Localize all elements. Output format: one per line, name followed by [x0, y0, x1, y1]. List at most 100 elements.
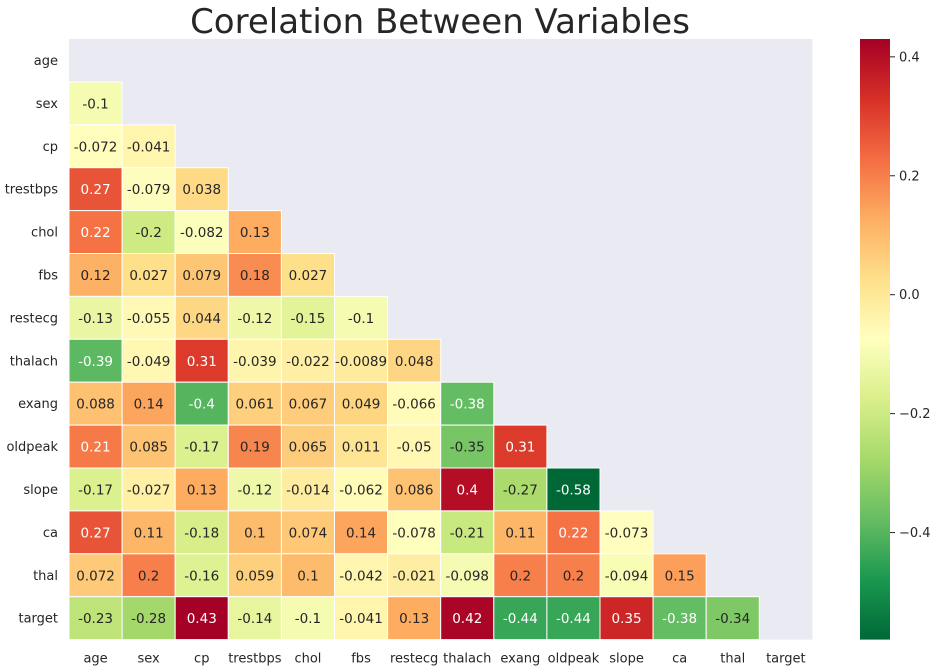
heatmap-cell — [227, 510, 282, 555]
cell-value-label: 0.027 — [129, 268, 168, 284]
cell-value-label: 0.2 — [510, 568, 531, 584]
cell-value-label: 0.11 — [134, 525, 164, 541]
heatmap-cell — [280, 295, 335, 340]
cell-value-label: -0.055 — [127, 311, 171, 327]
cell-value-label: -0.082 — [180, 225, 224, 241]
heatmap-cell — [227, 467, 282, 512]
heatmap-cell — [68, 381, 123, 426]
colorbar-gradient — [860, 39, 890, 640]
heatmap-cell — [387, 596, 442, 641]
cell-value-label: -0.1 — [295, 611, 321, 627]
cell-value-label: 0.067 — [289, 397, 328, 413]
cell-value-label: -0.38 — [662, 611, 697, 627]
cell-value-label: -0.34 — [715, 611, 750, 627]
cell-value-label: -0.27 — [503, 482, 538, 498]
cell-value-label: -0.39 — [78, 354, 113, 370]
heatmap-cell — [599, 596, 654, 641]
cell-value-label: 0.11 — [505, 525, 535, 541]
heatmap-cell — [174, 510, 229, 555]
cell-value-label: -0.21 — [450, 525, 485, 541]
y-tick-label: thalach — [10, 354, 58, 369]
cell-value-label: -0.049 — [127, 354, 171, 370]
heatmap-cell — [334, 596, 389, 641]
cell-value-label: -0.062 — [339, 482, 383, 498]
heatmap-cell — [68, 553, 123, 598]
heatmap-cell — [440, 596, 495, 641]
cell-value-label: 0.2 — [563, 568, 584, 584]
cell-value-label: -0.58 — [556, 482, 591, 498]
cell-value-label: 0.31 — [187, 354, 217, 370]
cell-value-label: 0.43 — [187, 611, 217, 627]
cell-value-label: -0.041 — [339, 611, 383, 627]
colorbar-tick-label: 0.0 — [899, 288, 920, 303]
cell-value-label: -0.094 — [605, 568, 649, 584]
heatmap-cell — [334, 553, 389, 598]
heatmap-cell — [68, 253, 123, 297]
heatmap-cell — [440, 467, 495, 512]
cell-value-label: 0.061 — [236, 397, 275, 413]
y-tick-label: exang — [18, 397, 58, 412]
heatmap-cell — [174, 167, 229, 212]
heatmap-cell — [280, 253, 335, 297]
heatmap-cell — [68, 467, 123, 512]
heatmap-cell — [440, 381, 495, 426]
cell-value-label: -0.039 — [233, 354, 277, 370]
cell-value-label: 0.1 — [297, 568, 318, 584]
cell-value-label: -0.17 — [78, 482, 113, 498]
cell-value-label: 0.13 — [187, 482, 217, 498]
heatmap-cell — [440, 553, 495, 598]
cell-value-label: -0.18 — [184, 525, 219, 541]
heatmap-cell — [652, 553, 707, 598]
cell-value-label: 0.35 — [612, 611, 642, 627]
cell-value-label: 0.2 — [138, 568, 159, 584]
x-tick-label: fbs — [351, 652, 371, 667]
cell-value-label: 0.074 — [289, 525, 328, 541]
cell-value-label: -0.073 — [605, 525, 649, 541]
heatmap-cell — [227, 596, 282, 641]
heatmap-cell — [227, 553, 282, 598]
colorbar: 0.4 0.2 0.0 −0.2 −0.4 — [860, 39, 931, 640]
heatmap-cell — [280, 596, 335, 641]
heatmap-cell — [387, 381, 442, 426]
heatmap-cell — [334, 295, 389, 340]
x-tick-label: chol — [294, 652, 321, 667]
cell-value-label: -0.072 — [74, 139, 118, 155]
colorbar-tick-label: 0.4 — [899, 50, 920, 65]
cell-value-label: 0.13 — [399, 611, 429, 627]
cell-value-label: -0.16 — [184, 568, 219, 584]
cell-value-label: 0.072 — [76, 568, 115, 584]
cell-value-label: -0.23 — [78, 611, 113, 627]
cell-value-label: -0.041 — [127, 139, 171, 155]
heatmap-cell — [227, 381, 282, 426]
x-tick-label: sex — [138, 652, 161, 667]
cell-value-label: -0.12 — [237, 482, 272, 498]
heatmap-cell — [493, 467, 548, 512]
heatmap-cell — [68, 424, 123, 469]
x-tick-label: thalach — [443, 652, 491, 667]
cell-value-label: -0.042 — [339, 568, 383, 584]
colorbar-tick-label: −0.4 — [899, 526, 931, 541]
y-tick-label: chol — [31, 226, 58, 241]
y-tick-label: age — [34, 54, 58, 69]
cell-value-label: -0.078 — [392, 525, 436, 541]
cell-value-label: 0.27 — [81, 182, 111, 198]
cell-value-label: 0.088 — [76, 397, 115, 413]
y-tick-label: thal — [33, 569, 58, 584]
cell-value-label: -0.4 — [189, 397, 215, 413]
cell-value-label: 0.4 — [457, 482, 478, 498]
heatmap-cell — [174, 467, 229, 512]
cell-value-label: -0.13 — [78, 311, 113, 327]
heatmap-cell — [280, 553, 335, 598]
cell-value-label: -0.079 — [127, 182, 171, 198]
x-tick-label: slope — [609, 652, 644, 667]
heatmap-cell — [227, 338, 282, 383]
cell-value-label: 0.079 — [182, 268, 221, 284]
cell-value-label: 0.14 — [346, 525, 376, 541]
cell-value-label: 0.19 — [240, 440, 270, 456]
heatmap-cell — [493, 553, 548, 598]
cell-value-label: 0.065 — [289, 440, 328, 456]
cell-value-label: 0.15 — [665, 568, 695, 584]
cell-value-label: -0.014 — [286, 482, 330, 498]
heatmap-cells: -0.1 -0.072 -0.041 0.27 -0.079 0.038 0.22 -0.2 -… — [68, 81, 760, 641]
cell-value-label: -0.44 — [503, 611, 538, 627]
